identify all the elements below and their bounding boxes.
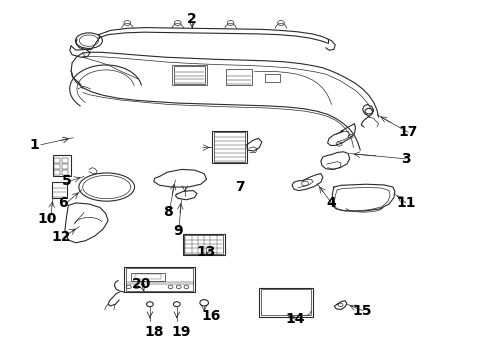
Bar (62, 164, 68, 169)
Text: 15: 15 (353, 303, 372, 318)
Text: 20: 20 (132, 277, 151, 291)
Text: 4: 4 (326, 196, 336, 210)
Text: 17: 17 (398, 125, 418, 139)
Bar (214, 132, 245, 162)
Text: 1: 1 (30, 138, 40, 152)
Bar (183, 234, 225, 255)
Bar (54, 164, 60, 169)
Text: 18: 18 (144, 325, 164, 339)
Text: 7: 7 (235, 180, 245, 194)
Text: 6: 6 (58, 196, 67, 210)
Bar (126, 268, 193, 291)
Bar (52, 183, 67, 198)
Bar (131, 273, 165, 280)
Bar (226, 68, 252, 85)
Bar (54, 158, 60, 163)
Bar (265, 74, 280, 82)
Bar (184, 235, 223, 254)
Text: 14: 14 (286, 312, 305, 327)
Text: 12: 12 (52, 230, 72, 244)
Text: 3: 3 (401, 152, 411, 166)
Bar (62, 170, 68, 175)
Bar (124, 267, 195, 292)
Text: 11: 11 (396, 196, 416, 210)
Text: 5: 5 (61, 174, 71, 188)
Text: 16: 16 (202, 309, 221, 323)
Bar (53, 155, 71, 176)
Text: 10: 10 (37, 212, 57, 226)
Bar (259, 288, 313, 317)
Bar (62, 158, 68, 163)
Bar (212, 131, 247, 163)
Text: 13: 13 (197, 245, 216, 259)
Text: 9: 9 (173, 224, 183, 238)
Bar (172, 65, 207, 85)
Text: 2: 2 (187, 13, 197, 27)
Bar (261, 289, 311, 315)
Bar (54, 170, 60, 175)
Bar (135, 274, 161, 279)
Bar (174, 66, 205, 84)
Text: 19: 19 (172, 325, 191, 339)
Text: 8: 8 (163, 205, 173, 219)
